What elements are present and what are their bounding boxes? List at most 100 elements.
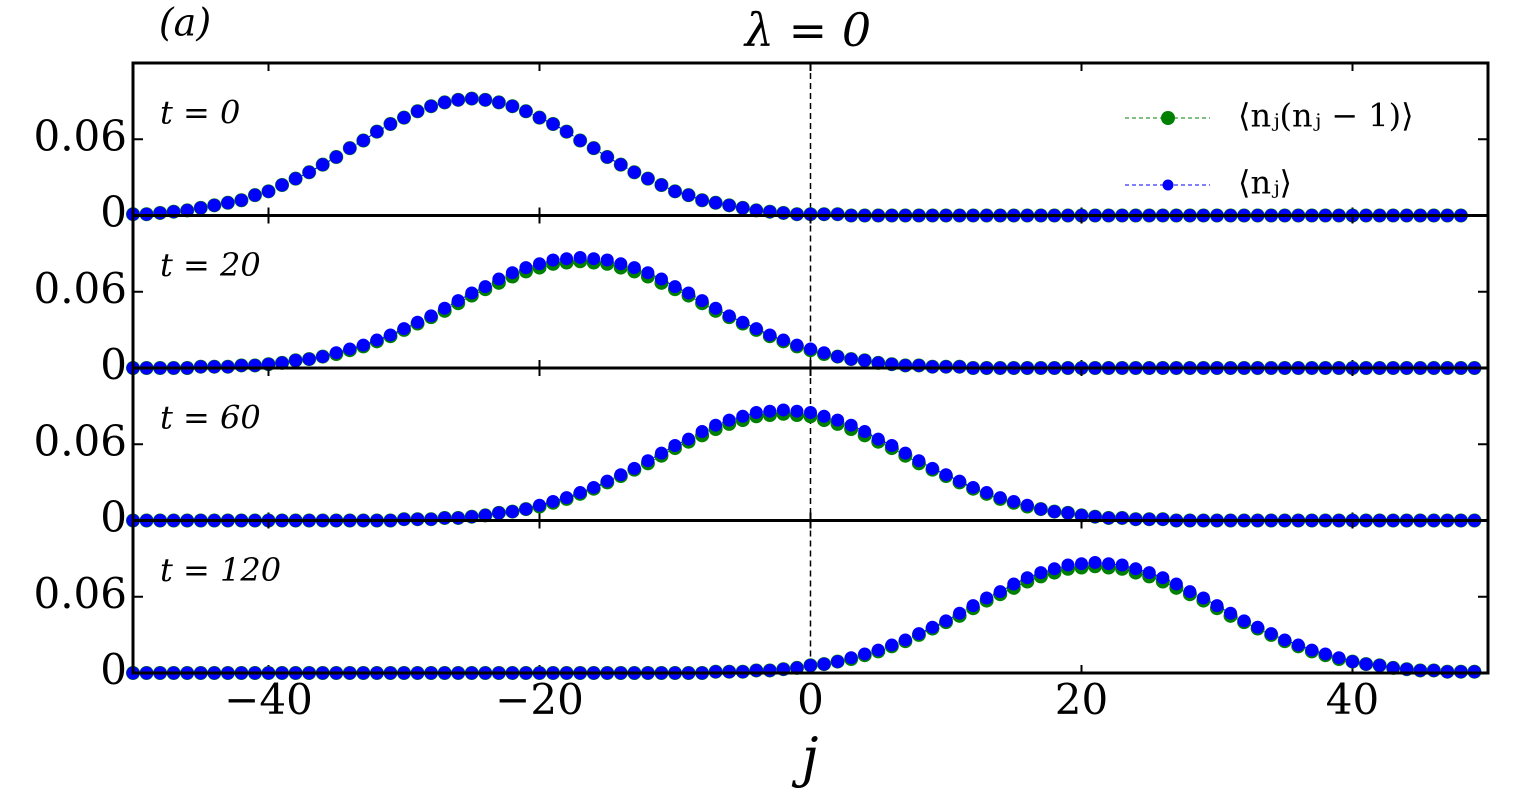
data-point	[519, 261, 533, 275]
data-point	[993, 491, 1007, 505]
panel-label: (a)	[159, 1, 211, 45]
panel: 0 0.06 t = 0 λ = 0 (a) ⟨nⱼ(nⱼ − 1)⟩ ⟨nⱼ⟩	[33, 1, 1490, 237]
y-tick-label: 0	[100, 340, 127, 389]
data-point	[411, 104, 425, 118]
data-point	[505, 266, 519, 280]
panel-frame	[131, 519, 1490, 675]
data-point	[749, 322, 763, 336]
data-point	[898, 446, 912, 460]
data-point	[478, 280, 492, 294]
x-tick-label: 0	[797, 675, 824, 724]
data-point	[262, 184, 275, 198]
legend-label: ⟨nⱼ(nⱼ − 1)⟩	[1238, 97, 1414, 135]
data-point	[519, 502, 533, 516]
data-point	[316, 350, 330, 364]
series-line	[133, 409, 1475, 521]
panel: −40 −20 0 20 40 0 0.06 t = 120 j	[33, 519, 1490, 789]
series-line	[133, 413, 1475, 521]
data-point	[953, 474, 967, 488]
data-point	[1210, 599, 1224, 613]
y-tick-label: 0.06	[33, 416, 127, 465]
data-point	[370, 125, 384, 139]
data-point	[817, 346, 831, 360]
data-point	[234, 358, 248, 372]
data-point	[871, 643, 885, 657]
data-point	[397, 322, 411, 336]
data-point	[749, 663, 763, 677]
data-point	[912, 358, 926, 372]
data-point	[654, 178, 668, 192]
data-point	[1359, 657, 1373, 671]
data-point	[248, 188, 262, 202]
data-point	[912, 454, 926, 468]
y-tick-label: 0.06	[33, 111, 127, 160]
data-point	[1075, 508, 1088, 522]
legend-marker	[1161, 111, 1175, 125]
data-point	[817, 409, 831, 423]
y-tick-label: 0	[100, 493, 127, 542]
data-point	[668, 280, 682, 294]
data-point	[844, 651, 858, 665]
data-point	[844, 352, 858, 366]
data-point	[1386, 661, 1400, 675]
data-point	[695, 425, 709, 439]
legend-marker	[1162, 179, 1174, 191]
data-point	[1373, 658, 1387, 672]
data-point	[1115, 511, 1129, 525]
data-point	[560, 125, 574, 139]
data-point	[1061, 506, 1075, 520]
data-point	[248, 358, 262, 372]
x-tick-label: −40	[224, 675, 313, 724]
data-point	[329, 346, 343, 360]
data-point	[1034, 502, 1048, 516]
data-point	[709, 418, 723, 432]
data-point	[763, 328, 777, 342]
data-point	[831, 350, 845, 364]
data-point	[207, 198, 221, 212]
data-point	[343, 141, 357, 155]
data-point	[885, 638, 899, 652]
data-point	[302, 165, 316, 179]
data-point	[316, 158, 330, 172]
data-point	[668, 439, 682, 453]
data-point	[776, 206, 790, 220]
data-point	[898, 633, 912, 647]
data-point	[573, 250, 587, 264]
data-point	[668, 184, 682, 198]
panel-annotation: t = 20	[160, 246, 261, 284]
data-point	[1061, 558, 1075, 572]
data-point	[641, 454, 655, 468]
data-point	[546, 253, 560, 267]
data-point	[736, 409, 750, 423]
data-point	[573, 486, 587, 500]
panel-annotation: t = 60	[160, 399, 261, 437]
data-point	[600, 150, 614, 164]
data-point	[546, 494, 560, 508]
data-point	[858, 353, 872, 367]
data-point	[722, 309, 736, 323]
data-point	[695, 193, 709, 207]
data-point	[356, 134, 370, 148]
y-tick-label: 0	[100, 645, 127, 694]
data-point	[289, 172, 303, 186]
x-tick-label: −20	[495, 675, 584, 724]
data-point	[600, 253, 614, 267]
data-point	[939, 614, 953, 628]
data-point	[980, 486, 994, 500]
data-point	[492, 272, 506, 286]
data-point	[749, 405, 763, 419]
data-point	[1047, 505, 1061, 519]
data-point	[627, 165, 641, 179]
data-point	[1007, 577, 1021, 591]
panel: 0 0.06 t = 20	[33, 214, 1490, 389]
y-tick-label: 0.06	[33, 569, 127, 618]
data-point	[898, 358, 912, 372]
data-point	[925, 461, 939, 475]
data-point	[519, 104, 533, 118]
data-point	[1413, 663, 1427, 677]
data-point	[1129, 562, 1143, 576]
data-point	[560, 252, 574, 266]
data-point	[1115, 558, 1129, 572]
data-point	[438, 95, 452, 109]
data-point	[1007, 494, 1021, 508]
